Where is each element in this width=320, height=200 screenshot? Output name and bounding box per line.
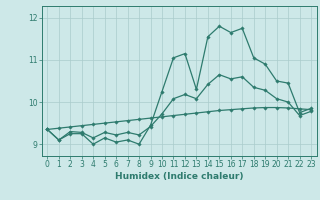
X-axis label: Humidex (Indice chaleur): Humidex (Indice chaleur) — [115, 172, 244, 181]
